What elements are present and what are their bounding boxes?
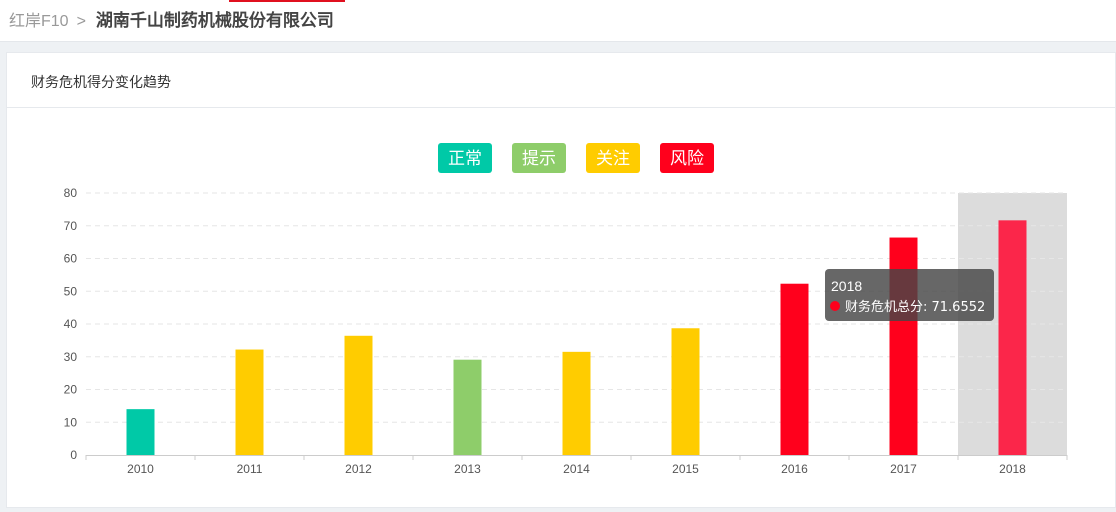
y-tick-label: 0	[70, 448, 77, 462]
x-tick-label: 2016	[781, 462, 808, 476]
active-tab-indicator	[229, 0, 345, 2]
legend-item-0[interactable]	[438, 143, 492, 173]
x-tick-label: 2011	[237, 462, 263, 476]
legend-label: 关注	[596, 149, 630, 169]
bar-2013[interactable]	[453, 359, 482, 455]
x-tick-label: 2010	[127, 462, 154, 476]
legend-item-3[interactable]	[660, 143, 714, 173]
breadcrumb-root-link[interactable]: 红岸F10	[9, 13, 69, 30]
x-tick-label: 2014	[563, 462, 590, 476]
breadcrumb-separator: >	[76, 13, 86, 30]
y-tick-label: 20	[64, 383, 78, 397]
breadcrumb: 红岸F10 > 湖南千山制药机械股份有限公司	[9, 9, 334, 33]
bar-2014[interactable]	[562, 351, 591, 455]
y-tick-label: 40	[64, 317, 78, 331]
y-tick-label: 80	[64, 186, 78, 200]
x-tick-label: 2015	[672, 462, 699, 476]
legend-label: 正常	[448, 149, 482, 169]
y-tick-label: 10	[64, 415, 78, 429]
legend-item-1[interactable]	[512, 143, 566, 173]
x-tick-label: 2018	[999, 462, 1026, 476]
y-tick-label: 30	[64, 350, 78, 364]
x-tick-label: 2012	[345, 462, 372, 476]
panel-title: 财务危机得分变化趋势	[31, 74, 171, 90]
x-tick-label: 2013	[454, 462, 481, 476]
tooltip-value: 财务危机总分: 71.6552	[845, 299, 985, 315]
tooltip-box	[825, 269, 994, 321]
bar-2010[interactable]	[126, 409, 155, 455]
legend-label: 风险	[670, 149, 704, 169]
panel-header: 财务危机得分变化趋势	[7, 53, 1115, 108]
bar-2016[interactable]	[780, 283, 809, 455]
breadcrumb-company-name: 湖南千山制药机械股份有限公司	[95, 11, 334, 30]
bar-2011[interactable]	[235, 349, 264, 455]
tooltip-series-marker-icon	[830, 301, 840, 311]
score-trend-chart: 0 10 20 30 40 50 60 70 80 2010 2011 2012 2013 2014 201…	[64, 143, 1068, 476]
tooltip-title: 2018	[831, 278, 862, 294]
bar-2015[interactable]	[671, 328, 700, 455]
top-bar: 红岸F10 > 湖南千山制药机械股份有限公司	[0, 0, 1116, 42]
legend-label: 提示	[522, 149, 556, 169]
chart-panel: 财务危机得分变化趋势 0 10 20 30 40 50 60 70 80 2010 2011 2012…	[6, 52, 1116, 508]
y-tick-label: 60	[64, 252, 78, 266]
y-tick-label: 70	[64, 219, 78, 233]
legend-item-2[interactable]	[586, 143, 640, 173]
x-tick-label: 2017	[890, 462, 917, 476]
bar-2018[interactable]	[998, 220, 1027, 455]
y-tick-label: 50	[64, 284, 78, 298]
bar-2012[interactable]	[344, 335, 373, 455]
